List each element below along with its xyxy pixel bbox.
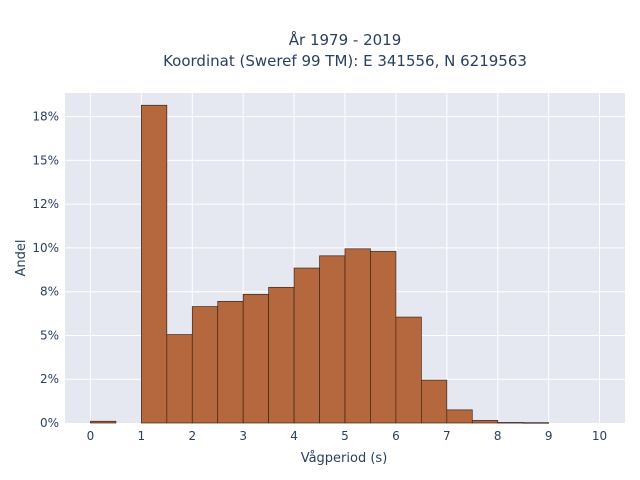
histogram-bar — [421, 379, 448, 424]
y-tick-label: 18% — [32, 110, 59, 124]
x-tick-label: 1 — [138, 429, 146, 443]
histogram-bar — [191, 306, 219, 424]
y-tick-label: 10% — [32, 241, 59, 255]
y-tick-label: 5% — [40, 328, 59, 342]
histogram-bar — [497, 422, 524, 424]
y-axis-label: Andel — [14, 240, 29, 277]
y-tick-label: 0% — [40, 416, 59, 430]
bars — [90, 104, 549, 424]
chart-title-line2: Koordinat (Sweref 99 TM): E 341556, N 62… — [163, 52, 527, 70]
x-tick-label: 2 — [188, 429, 196, 443]
x-tick-label: 7 — [443, 429, 451, 443]
histogram-bar — [90, 420, 117, 424]
histogram-bar — [141, 104, 168, 424]
x-axis-label: Vågperiod (s) — [301, 451, 388, 466]
histogram-bar — [217, 300, 244, 424]
histogram-bar — [344, 248, 371, 424]
histogram-bar — [293, 267, 320, 424]
x-axis-ticks: 0 1 2 3 4 5 6 7 8 9 10 — [87, 429, 608, 443]
y-tick-label: 8% — [40, 285, 59, 299]
x-tick-label: 5 — [341, 429, 349, 443]
chart-title-line1: År 1979 - 2019 — [289, 30, 402, 49]
x-tick-label: 6 — [392, 429, 400, 443]
x-tick-label: 9 — [545, 429, 553, 443]
histogram-bar — [446, 409, 473, 424]
histogram-bar — [395, 316, 422, 424]
histogram-bar — [166, 334, 193, 424]
x-tick-label: 3 — [239, 429, 247, 443]
x-tick-label: 10 — [592, 429, 607, 443]
histogram-bar — [319, 255, 346, 424]
y-axis-ticks: 0% 2% 5% 8% 10% 12% 15% 18% — [32, 110, 59, 430]
y-tick-label: 2% — [40, 372, 59, 386]
y-tick-label: 15% — [32, 153, 59, 167]
histogram-bar — [370, 251, 397, 424]
histogram-bar — [242, 293, 269, 424]
histogram-bar — [268, 286, 295, 424]
x-tick-label: 0 — [87, 429, 95, 443]
histogram-bar — [471, 420, 499, 424]
y-tick-label: 12% — [32, 197, 59, 211]
x-tick-label: 8 — [494, 429, 502, 443]
histogram-bar — [522, 422, 549, 424]
x-tick-label: 4 — [290, 429, 298, 443]
